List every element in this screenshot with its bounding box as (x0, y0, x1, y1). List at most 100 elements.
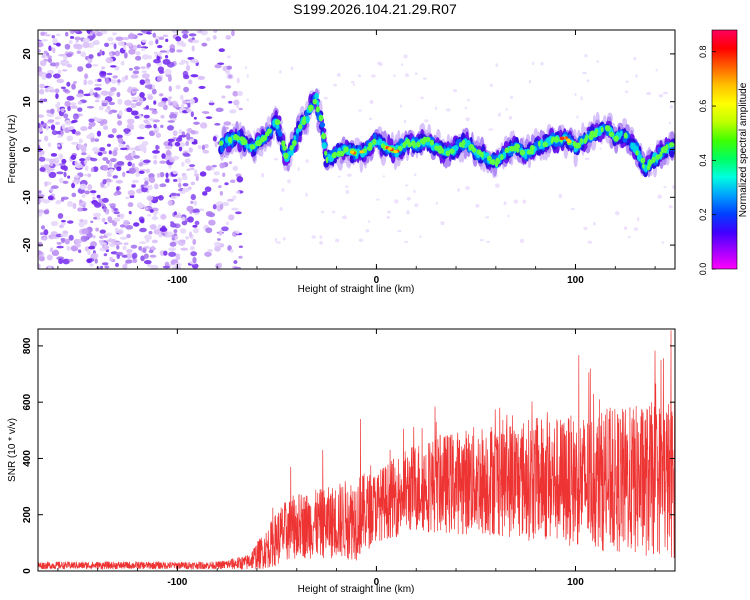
noise-blob (100, 71, 107, 75)
noise-blob (57, 213, 64, 219)
noise-blob (165, 178, 170, 183)
noise-blob (38, 250, 43, 255)
noise-blob (116, 166, 122, 172)
signal-blob (452, 144, 459, 152)
noise-blob (175, 36, 182, 42)
noise-blob (38, 128, 43, 133)
noise-blob (260, 173, 265, 178)
noise-blob (194, 173, 199, 177)
noise-blob (221, 226, 229, 232)
noise-blob (56, 43, 61, 47)
noise-blob (195, 175, 199, 182)
noise-blob (232, 90, 239, 97)
signal-blob (495, 157, 500, 164)
noise-blob (96, 130, 102, 137)
noise-blob (47, 55, 52, 59)
noise-blob (130, 244, 138, 249)
noise-blob (99, 229, 106, 234)
noise-blob (192, 256, 197, 264)
noise-blob (281, 188, 285, 192)
signal-blob (441, 148, 445, 154)
snr-ytick-label: 600 (22, 393, 33, 410)
noise-blob (435, 201, 438, 206)
noise-blob (112, 149, 118, 157)
noise-blob (94, 83, 102, 87)
signal-blob (298, 124, 303, 130)
noise-blob (144, 234, 152, 241)
noise-blob (185, 236, 190, 240)
noise-blob (68, 258, 74, 262)
noise-blob (672, 184, 675, 190)
noise-blob (213, 171, 220, 176)
noise-blob (599, 147, 602, 150)
noise-blob (96, 32, 103, 37)
noise-blob (181, 220, 188, 226)
noise-blob (212, 178, 219, 183)
noise-blob (214, 245, 221, 252)
noise-blob (92, 147, 100, 152)
noise-blob (126, 107, 133, 113)
noise-blob (77, 107, 83, 112)
noise-blob (275, 241, 281, 244)
noise-blob (80, 235, 88, 242)
noise-blob (115, 36, 124, 42)
noise-blob (72, 30, 80, 33)
noise-blob (614, 211, 620, 216)
noise-blob (179, 94, 184, 101)
noise-blob (166, 49, 170, 55)
signal-blob (608, 131, 615, 137)
noise-blob (121, 76, 126, 83)
noise-blob (190, 58, 199, 64)
signal-blob (372, 138, 377, 145)
signal-blob (275, 123, 280, 130)
signal-blob (463, 147, 468, 160)
noise-blob (131, 163, 135, 168)
figure-title: S199.2026.104.21.29.R07 (293, 1, 457, 17)
noise-blob (64, 31, 69, 37)
noise-blob (204, 186, 212, 193)
noise-blob (82, 37, 91, 44)
noise-blob (99, 235, 104, 239)
noise-blob (208, 219, 216, 226)
noise-blob (172, 266, 176, 269)
noise-blob (218, 262, 223, 269)
noise-blob (63, 113, 69, 119)
noise-blob (67, 126, 75, 131)
noise-blob (138, 245, 143, 251)
noise-blob (214, 141, 218, 148)
snr-ytick-label: 0 (22, 568, 33, 574)
noise-blob (50, 231, 58, 235)
noise-blob (94, 99, 100, 103)
signal-blob (318, 114, 324, 122)
noise-blob (148, 249, 154, 254)
signal-blob (281, 140, 286, 147)
noise-blob (60, 233, 69, 237)
noise-blob (183, 153, 191, 157)
noise-blob (152, 32, 157, 38)
signal-blob (491, 158, 496, 165)
noise-blob (134, 115, 140, 119)
noise-blob (191, 37, 195, 40)
noise-blob (110, 158, 117, 163)
noise-blob (55, 62, 60, 66)
noise-blob (141, 186, 148, 193)
noise-blob (121, 36, 130, 41)
noise-blob (161, 97, 168, 102)
signal-blob (504, 147, 510, 153)
noise-blob (144, 84, 153, 89)
noise-blob (192, 238, 197, 245)
noise-blob (108, 168, 114, 173)
signal-blob (333, 158, 337, 164)
noise-blob (169, 47, 176, 53)
noise-blob (583, 226, 588, 231)
noise-blob (185, 132, 191, 139)
noise-blob (580, 96, 583, 101)
noise-blob (179, 228, 187, 234)
noise-blob (486, 240, 491, 243)
noise-blob (237, 90, 243, 97)
noise-blob (94, 92, 98, 98)
signal-blob (283, 152, 289, 160)
noise-blob (193, 200, 198, 206)
noise-blob (125, 253, 134, 259)
noise-blob (52, 249, 59, 256)
